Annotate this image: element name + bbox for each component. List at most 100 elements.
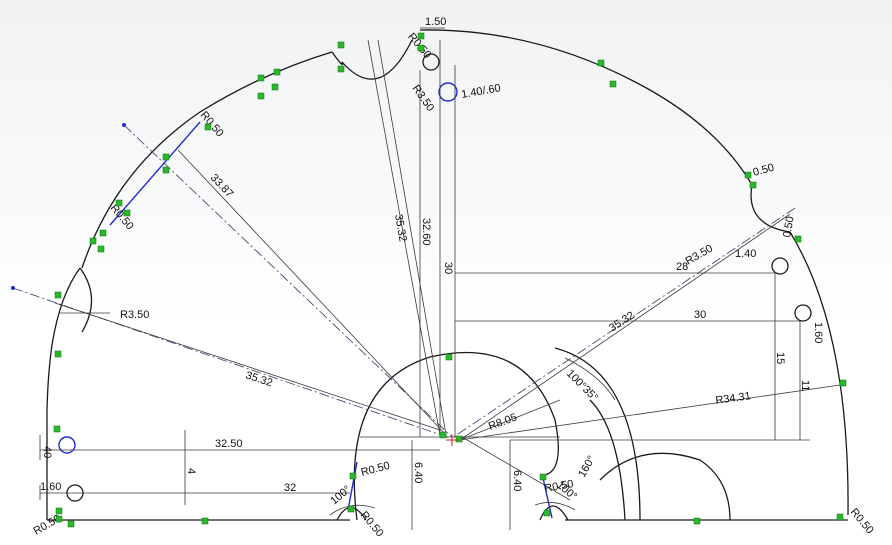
centerline-endpoint-left[interactable] — [11, 286, 15, 290]
dim-30-horiz[interactable]: 30 — [694, 309, 706, 321]
dim-0-50-arc[interactable]: 0.50 — [752, 162, 776, 179]
relation-marker[interactable] — [417, 32, 425, 40]
dim-100-right[interactable]: 100° — [554, 479, 579, 503]
relation-marker[interactable] — [115, 199, 123, 207]
notch-arc-top-left[interactable] — [331, 51, 344, 66]
dim-4[interactable]: 4 — [185, 468, 197, 474]
relation-marker[interactable] — [337, 65, 345, 73]
hole-right-2[interactable] — [794, 304, 812, 322]
dimension-labels[interactable]: 1.50 R0.50 R3.50 1.40/.60 R0.50 33.87 35… — [32, 16, 876, 539]
relation-marker[interactable] — [455, 435, 463, 443]
outer-arc-left-upper[interactable] — [81, 51, 333, 269]
center-arc[interactable] — [353, 351, 559, 521]
outer-arc-right-lower[interactable] — [789, 231, 849, 516]
relation-marker[interactable] — [417, 44, 425, 52]
relation-marker[interactable] — [67, 520, 75, 528]
dim-32-50[interactable]: 32.50 — [215, 438, 243, 450]
selected-line-left[interactable] — [109, 121, 201, 226]
dim-1-60-left[interactable]: 1.60 — [40, 481, 61, 493]
notch-arc-right[interactable] — [750, 184, 791, 233]
dim-32[interactable]: 32 — [284, 482, 296, 494]
relation-marker[interactable] — [204, 123, 212, 131]
relation-marker[interactable] — [97, 245, 105, 253]
relation-marker[interactable] — [693, 517, 701, 525]
dim-r34-31[interactable]: R34.31 — [715, 390, 752, 407]
dim-r0-50-br[interactable]: R0.50 — [543, 478, 574, 495]
sketch-geometry[interactable] — [46, 29, 849, 521]
selected-line-bottom-left[interactable] — [347, 461, 358, 511]
dim-6-40-right[interactable]: 6.40 — [511, 470, 523, 491]
dim-28[interactable]: 28 — [676, 261, 688, 273]
relation-marker[interactable] — [794, 235, 802, 243]
relation-markers[interactable] — [53, 32, 847, 528]
relation-marker[interactable] — [201, 517, 209, 525]
dim-40[interactable]: 40 — [41, 446, 53, 458]
centerline-endpoint-upper[interactable] — [122, 123, 126, 127]
relation-marker[interactable] — [54, 350, 62, 358]
dimension-lines[interactable] — [39, 27, 841, 530]
dim-1-40-60[interactable]: 1.40/.60 — [460, 82, 501, 101]
relation-marker[interactable] — [749, 181, 757, 189]
relation-marker[interactable] — [273, 68, 281, 76]
dim-35-32-top[interactable]: 35.32 — [392, 213, 409, 242]
relation-marker[interactable] — [54, 291, 62, 299]
dim-r8-05[interactable]: R8.05 — [487, 412, 519, 433]
relation-marker[interactable] — [539, 473, 547, 481]
dim-r0-50-low[interactable]: R0.50 — [358, 509, 386, 539]
hole-right-1[interactable] — [771, 257, 789, 275]
bottom-arc-right[interactable] — [539, 505, 569, 521]
relation-marker[interactable] — [53, 425, 61, 433]
dim-15[interactable]: 15 — [774, 352, 786, 364]
relation-marker[interactable] — [271, 83, 279, 91]
dim-r3-50-top[interactable]: R3.50 — [410, 83, 437, 114]
relation-marker[interactable] — [162, 166, 170, 174]
dim-100-35[interactable]: 100°35° — [564, 368, 600, 404]
dim-1-40-right[interactable]: 1.40 — [735, 248, 756, 260]
relation-marker[interactable] — [55, 507, 63, 515]
dim-1-60-right[interactable]: 1.60 — [812, 322, 824, 343]
dim-r3-50-left[interactable]: R3.50 — [120, 309, 149, 321]
hole-top[interactable] — [422, 53, 440, 71]
centerline-right[interactable] — [451, 207, 796, 439]
construction-lines[interactable] — [11, 123, 796, 439]
notch-arc-top[interactable] — [341, 39, 413, 80]
left-edge[interactable] — [46, 344, 53, 520]
notch-arc-left[interactable] — [79, 267, 93, 333]
hole-selected-top[interactable] — [438, 82, 458, 102]
relation-marker[interactable] — [337, 41, 345, 49]
relation-marker[interactable] — [609, 80, 617, 88]
dim-r0-50-corner-right[interactable]: R0.50 — [848, 506, 876, 536]
dim-35-32-left[interactable]: 35.32 — [244, 369, 274, 389]
inner-arc-3[interactable] — [599, 452, 731, 521]
relation-marker[interactable] — [257, 92, 265, 100]
relation-marker[interactable] — [839, 379, 847, 387]
dim-r0-50-left[interactable]: R0.50 — [198, 109, 226, 139]
relation-marker[interactable] — [439, 431, 447, 439]
relation-marker[interactable] — [445, 353, 453, 361]
relation-marker[interactable] — [597, 59, 605, 67]
relation-marker[interactable] — [543, 509, 551, 517]
relation-marker[interactable] — [89, 237, 97, 245]
relation-marker[interactable] — [349, 472, 357, 480]
outer-arc-right[interactable] — [419, 29, 753, 186]
relation-marker[interactable] — [836, 513, 844, 521]
dim-35-32-right[interactable]: 35.32 — [607, 309, 637, 334]
relation-marker[interactable] — [99, 229, 107, 237]
centerline-upper-left[interactable] — [123, 124, 453, 438]
dim-r0-50-mid[interactable]: R0.50 — [108, 202, 136, 232]
dim-11[interactable]: 11 — [799, 380, 811, 391]
hole-selected-left[interactable] — [58, 436, 76, 454]
outer-arc-left[interactable] — [51, 267, 81, 346]
relation-marker[interactable] — [257, 74, 265, 82]
dim-r0-50-bl[interactable]: R0.50 — [360, 460, 391, 479]
relation-marker[interactable] — [744, 171, 752, 179]
dim-32-60[interactable]: 32.60 — [420, 218, 432, 246]
dim-30-vert[interactable]: 30 — [442, 262, 454, 274]
dim-1-50[interactable]: 1.50 — [425, 16, 446, 28]
dim-6-40-left[interactable]: 6.40 — [412, 462, 424, 483]
relation-marker[interactable] — [123, 209, 131, 217]
inner-arc-2[interactable] — [589, 399, 626, 521]
relation-marker[interactable] — [162, 153, 170, 161]
dim-160[interactable]: 160° — [576, 454, 598, 480]
